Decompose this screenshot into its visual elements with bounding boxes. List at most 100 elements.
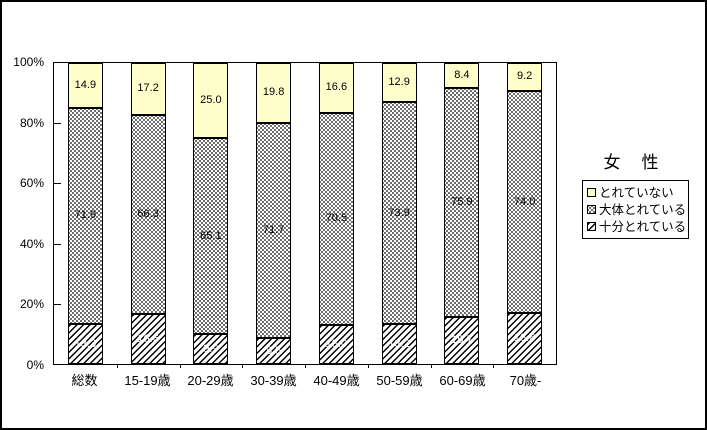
x-tick-label: 15-19歳 xyxy=(124,373,171,388)
x-tick-mark xyxy=(367,364,369,368)
bar-segment-value: 74.0 xyxy=(513,195,536,208)
bar-segment: 16.6 xyxy=(318,63,354,113)
legend-entry: 十分とれている xyxy=(587,218,687,235)
y-tick-mark xyxy=(54,243,61,245)
bar-slot: 9.9 65.1 25.0 xyxy=(180,63,243,364)
bar-segment-value: 13.0 xyxy=(325,337,348,350)
x-tick-mark xyxy=(242,364,244,368)
x-tick-mark xyxy=(116,364,118,368)
legend: とれていない 大体とれている 十分とれている xyxy=(582,180,689,239)
x-tick-label: 60-69歳 xyxy=(439,373,486,388)
y-tick-mark xyxy=(54,183,61,185)
plot-bars: 13.3 71.9 14.9 16.6 66.3 17.2 9.9 65.1 25.0 8.5 71… xyxy=(54,63,556,364)
stacked-bar: 8.5 71.7 19.8 xyxy=(256,63,292,364)
bar-segment: 15.7 xyxy=(444,316,480,364)
legend-swatch-solid-icon xyxy=(587,188,596,197)
bar-segment: 74.0 xyxy=(507,90,543,314)
bar-segment-value: 8.4 xyxy=(454,69,470,82)
legend-swatch-hatch-icon xyxy=(587,222,596,231)
bar-segment: 75.9 xyxy=(444,88,480,317)
y-tick-label: 20% xyxy=(19,297,44,312)
bar-segment: 16.6 xyxy=(130,314,166,364)
bar-segment: 8.4 xyxy=(444,63,480,89)
x-axis: 総数 15-19歳 20-29歳 30-39歳 40-49歳 50-59歳 60-69歳 70… xyxy=(53,373,557,388)
bar-segment: 70.5 xyxy=(318,112,354,325)
bar-segment: 17.2 xyxy=(130,63,166,115)
bar-segment-value: 73.9 xyxy=(388,206,410,219)
stacked-bar: 16.8 74.0 9.2 xyxy=(507,63,543,364)
bar-segment: 25.0 xyxy=(193,63,229,139)
chart-title: 女 性 xyxy=(603,153,661,172)
bar-segment-value: 65.1 xyxy=(200,229,222,242)
y-tick-label: 80% xyxy=(19,115,44,130)
bar-segment-value: 8.5 xyxy=(265,344,282,357)
bar-slot: 16.8 74.0 9.2 xyxy=(493,63,556,364)
bar-segment-value: 70.5 xyxy=(325,212,348,225)
stacked-bar: 16.6 66.3 17.2 xyxy=(130,63,166,364)
legend-entry: 大体とれている xyxy=(587,201,687,218)
x-tick-label: 70歳- xyxy=(509,373,542,388)
legend-label: とれていない xyxy=(599,185,674,200)
x-tick-mark xyxy=(305,364,306,368)
x-tick-label: 総数 xyxy=(71,373,98,388)
bar-segment: 9.9 xyxy=(193,334,229,364)
bar-segment: 14.9 xyxy=(67,63,103,108)
x-tick-mark xyxy=(430,364,432,368)
stacked-bar: 13.2 73.9 12.9 xyxy=(381,63,417,364)
bar-segment: 8.5 xyxy=(256,338,292,364)
bar-segment-value: 15.7 xyxy=(451,333,473,346)
bar-segment-value: 16.6 xyxy=(325,81,348,94)
x-tick-label: 50-59歳 xyxy=(376,373,423,388)
legend-label: 大体とれている xyxy=(599,202,687,217)
bar-segment-value: 16.6 xyxy=(137,332,159,345)
plot-area: 13.3 71.9 14.9 16.6 66.3 17.2 9.9 65.1 25.0 8.5 71… xyxy=(53,62,557,368)
stacked-bar: 13.0 70.5 16.6 xyxy=(318,63,354,364)
bar-slot: 13.2 73.9 12.9 xyxy=(368,63,431,364)
bar-slot: 13.3 71.9 14.9 xyxy=(54,63,117,364)
bar-segment-value: 16.8 xyxy=(513,332,536,345)
bar-segment-value: 17.2 xyxy=(137,82,159,95)
bar-segment-value: 14.9 xyxy=(74,78,97,91)
y-tick-mark xyxy=(54,122,61,124)
y-tick-label: 40% xyxy=(19,236,44,251)
stacked-bar: 13.3 71.9 14.9 xyxy=(67,63,103,364)
bar-segment: 19.8 xyxy=(256,63,292,123)
bar-segment-value: 25.0 xyxy=(200,94,222,107)
bar-slot: 16.6 66.3 17.2 xyxy=(117,63,180,364)
bar-segment-value: 75.9 xyxy=(451,196,473,209)
bar-segment-value: 19.8 xyxy=(262,86,285,99)
bar-segment: 66.3 xyxy=(130,114,166,315)
bar-segment: 71.9 xyxy=(67,107,103,324)
bar-segment-value: 66.3 xyxy=(137,207,159,220)
y-tick-mark xyxy=(54,304,61,306)
legend-label: 十分とれている xyxy=(599,219,687,234)
bar-segment-value: 9.2 xyxy=(516,70,533,83)
bar-slot: 13.0 70.5 16.6 xyxy=(305,63,368,364)
bar-segment: 65.1 xyxy=(193,138,229,335)
y-tick-label: 0% xyxy=(26,358,44,372)
y-tick-label: 60% xyxy=(19,176,44,191)
bar-segment-value: 12.9 xyxy=(388,75,410,88)
bar-segment: 13.0 xyxy=(318,324,354,364)
legend-entry: とれていない xyxy=(587,184,685,201)
x-tick-label: 20-29歳 xyxy=(187,373,234,388)
x-tick-label: 30-39歳 xyxy=(250,373,297,388)
stacked-bar: 9.9 65.1 25.0 xyxy=(193,63,229,364)
bar-segment-value: 71.9 xyxy=(74,209,97,222)
bar-segment-value: 13.3 xyxy=(74,337,97,350)
bar-segment: 13.2 xyxy=(381,324,417,364)
bar-slot: 8.5 71.7 19.8 xyxy=(242,63,305,364)
y-axis: 0% 20% 40% 60% 80% 100% xyxy=(2,55,48,372)
x-tick-mark xyxy=(179,364,181,368)
bar-segment: 12.9 xyxy=(381,63,417,102)
stacked-bar: 15.7 75.9 8.4 xyxy=(444,63,480,364)
bar-segment-value: 13.2 xyxy=(388,337,410,350)
y-tick-label: 100% xyxy=(13,55,44,69)
bar-segment: 16.8 xyxy=(507,313,543,364)
bar-segment: 9.2 xyxy=(507,63,543,91)
bar-segment-value: 71.7 xyxy=(262,224,285,237)
x-tick-label: 40-49歳 xyxy=(313,373,360,388)
bar-segment: 73.9 xyxy=(381,101,417,325)
bar-segment-value: 9.9 xyxy=(203,342,219,355)
